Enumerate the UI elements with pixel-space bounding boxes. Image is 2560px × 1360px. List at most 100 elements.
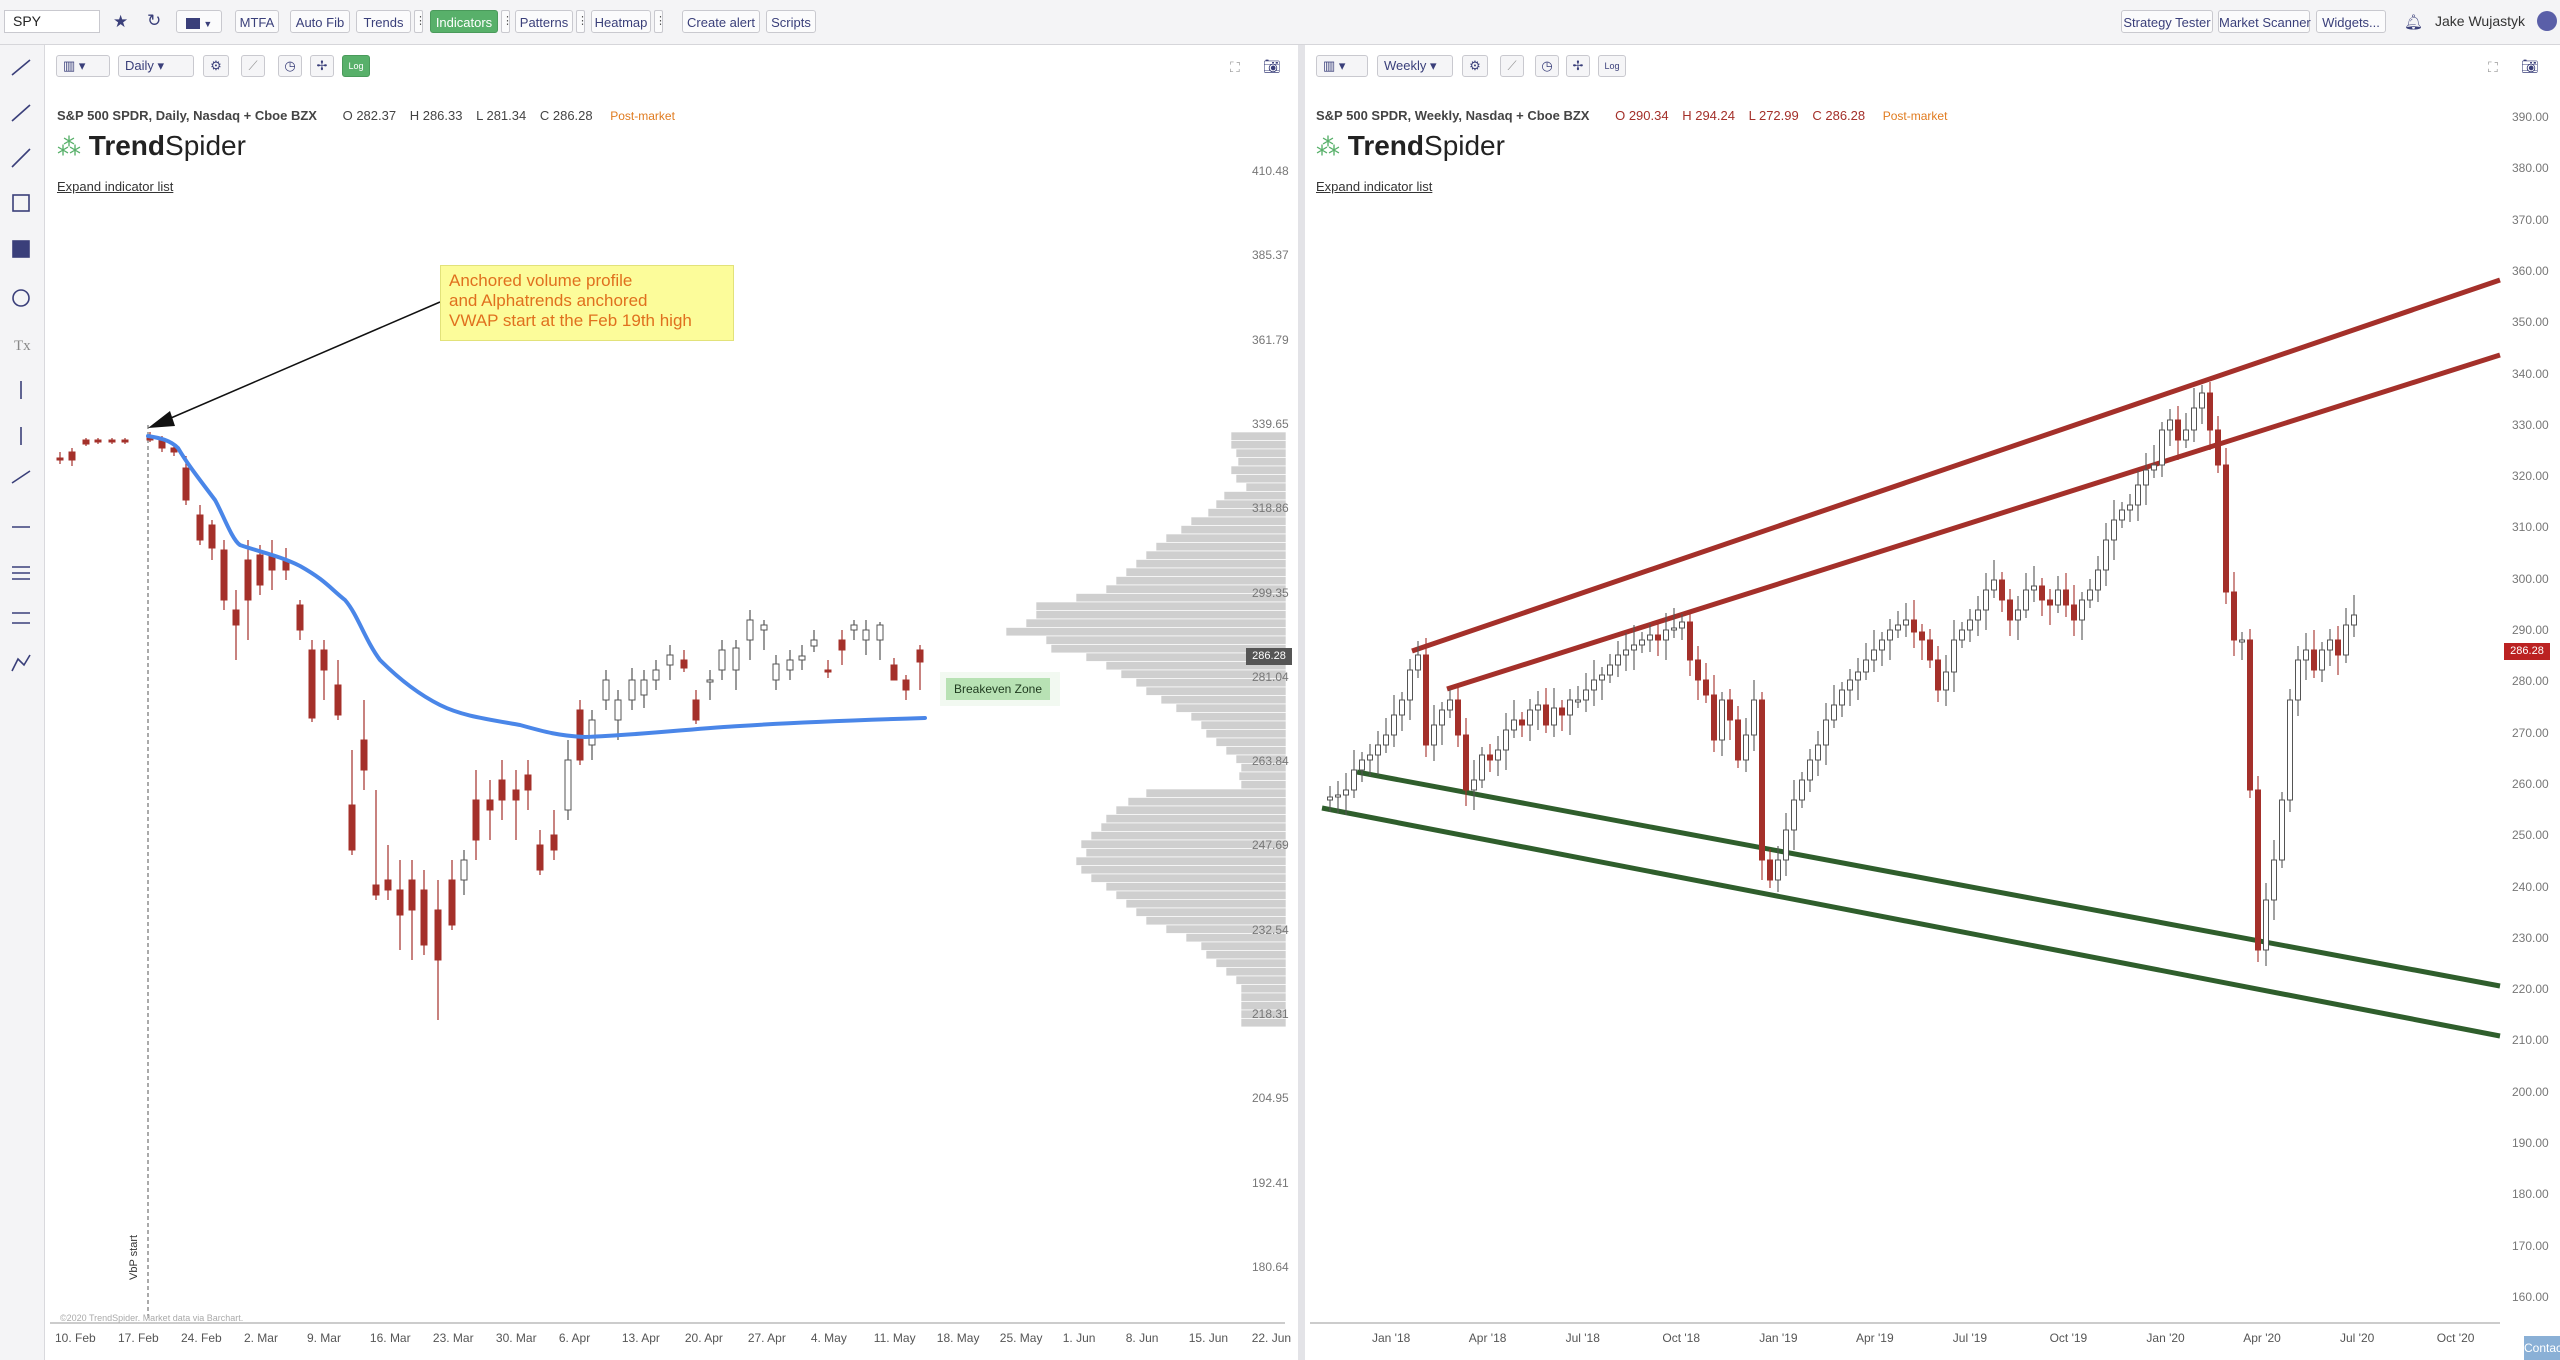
avatar-icon[interactable] [2537,11,2557,31]
bearish-candle [2223,464,2229,593]
fib-tool-icon [12,566,30,580]
channel-tool-icon [12,240,30,258]
volume-profile-bar [1145,686,1287,696]
crossline-tool-icon [11,470,31,484]
annotation-line-1: Anchored volume profile [449,271,633,290]
chart-type-dropdown-right[interactable]: ▥ ▾ [1316,55,1368,77]
bullish-candle [2279,799,2285,861]
log-scale-toggle-right[interactable]: Log [1598,55,1626,77]
logo-mark-icon: ⁂ [57,134,81,161]
x-axis-label: 4. May [810,1331,847,1345]
layout-button[interactable]: ▼ [176,10,222,33]
volume-profile-bar [1237,457,1287,467]
bearish-candle [56,457,64,461]
bullish-candle [2191,407,2197,431]
timeframe-dropdown-right[interactable]: Weekly ▾ [1377,55,1453,77]
volume-profile-bar [1115,576,1287,586]
trendline-tool-icon [11,59,31,76]
compare-button[interactable]: ✢ [310,55,334,77]
timeframe-dropdown[interactable]: Daily ▾ [118,55,194,77]
symbol-search-input[interactable]: SPY [4,10,100,33]
contact-us-button[interactable]: Contact us [2524,1336,2560,1360]
bearish-candle [2047,599,2053,606]
x-axis-label: Jul '20 [2340,1331,2375,1345]
trends-more-button[interactable]: ⋮ [414,10,426,33]
auto-fib-button[interactable]: Auto Fib [290,10,350,33]
scripts-button[interactable]: Scripts [766,10,816,33]
x-axis-label: Oct '19 [2049,1331,2088,1345]
y-axis-label: 310.00 [2512,520,2549,535]
fullscreen-icon[interactable]: ⛶ [2488,59,2498,75]
star-icon[interactable]: ★ [113,12,129,31]
chart-type-dropdown[interactable]: ▥ ▾ [56,55,110,77]
clock-button[interactable]: ◷ [278,55,302,77]
y-axis-label: 220.00 [2512,982,2549,997]
strategy-tester-button[interactable]: Strategy Tester [2121,10,2213,33]
bullish-candle [1863,659,1869,673]
bullish-candle [1983,589,1989,611]
market-scanner-button[interactable]: Market Scanner [2218,10,2311,33]
bearish-candle [348,804,356,851]
bearish-candle [1463,734,1469,791]
bearish-candle [2039,585,2045,601]
volume-profile-bar [1223,491,1287,501]
bearish-candle [320,649,328,671]
y-axis-label: 192.41 [1252,1175,1289,1190]
heatmap-more-button[interactable]: ⋮ [654,10,666,33]
bullish-candle [1591,679,1597,691]
y-axis-label: 170.00 [2512,1238,2549,1253]
bell-icon[interactable]: 🔔︎ [2404,14,2424,31]
log-scale-toggle[interactable]: Log [342,55,370,77]
bullish-candle [1439,709,1445,726]
user-name[interactable]: Jake Wujastyk [2435,13,2525,29]
channel-upper-line [1411,277,2501,654]
bullish-candle [1943,671,1949,691]
mtfa-button[interactable]: MTFA [235,10,279,33]
y-axis-label: 247.69 [1252,838,1289,853]
bearish-candle [536,844,544,871]
daily-chart-panel[interactable] [45,45,1298,1360]
refresh-icon[interactable]: ↻ [147,11,162,30]
crosshair-button-right[interactable]: ⟋ [1500,55,1524,77]
clock-icon: ◷ [284,58,296,73]
compare-button-right[interactable]: ✢ [1566,55,1590,77]
panel-divider[interactable] [1298,45,1305,1360]
crosshair-button[interactable]: ⟋ [241,55,265,77]
heatmap-button[interactable]: Heatmap [591,10,651,33]
chart-settings-button-right[interactable]: ⚙ [1462,55,1488,77]
bullish-candle [1807,759,1813,781]
ohlc-low: L 281.34 [476,108,527,123]
bullish-candle [2127,504,2133,511]
create-alert-button[interactable]: Create alert [682,10,760,33]
patterns-more-button[interactable]: ⋮ [576,10,588,33]
bearish-candle [838,639,846,651]
bearish-candle [208,524,216,549]
bearish-candle [232,609,240,626]
patterns-button[interactable]: Patterns [515,10,573,33]
y-axis-label: 232.54 [1252,922,1289,937]
fullscreen-icon[interactable]: ⛶ [1230,59,1240,75]
camera-icon[interactable]: 📷︎ [1263,58,1281,74]
clock-button-right[interactable]: ◷ [1535,55,1559,77]
ohlc-close: C 286.28 [539,108,593,123]
bullish-candle [2263,899,2269,951]
bearish-candle [196,514,204,541]
chart-settings-button[interactable]: ⚙ [203,55,229,77]
indicators-button[interactable]: Indicators [430,10,498,33]
expand-indicator-list-link-right[interactable]: Expand indicator list [1316,179,1433,194]
indicators-more-button[interactable]: ⋮ [501,10,513,33]
bullish-candle [2055,589,2061,606]
trends-button[interactable]: Trends [356,10,411,33]
bearish-candle [182,467,190,501]
drawing-tools-icons: Tx [11,59,31,672]
bearish-candle [68,451,76,461]
volume-profile-bar [1225,967,1287,977]
ohlc-open-right: O 290.34 [1615,108,1669,123]
expand-indicator-list-link[interactable]: Expand indicator list [57,179,174,194]
circle-tool-icon [12,289,30,307]
annotation-callout[interactable]: Anchored volume profile and Alphatrends … [440,265,734,341]
widgets-button[interactable]: Widgets... [2316,10,2386,33]
camera-icon[interactable]: 📷︎ [2521,58,2539,74]
annotation-arrow-line [156,301,441,425]
bullish-candle [1879,639,1885,651]
